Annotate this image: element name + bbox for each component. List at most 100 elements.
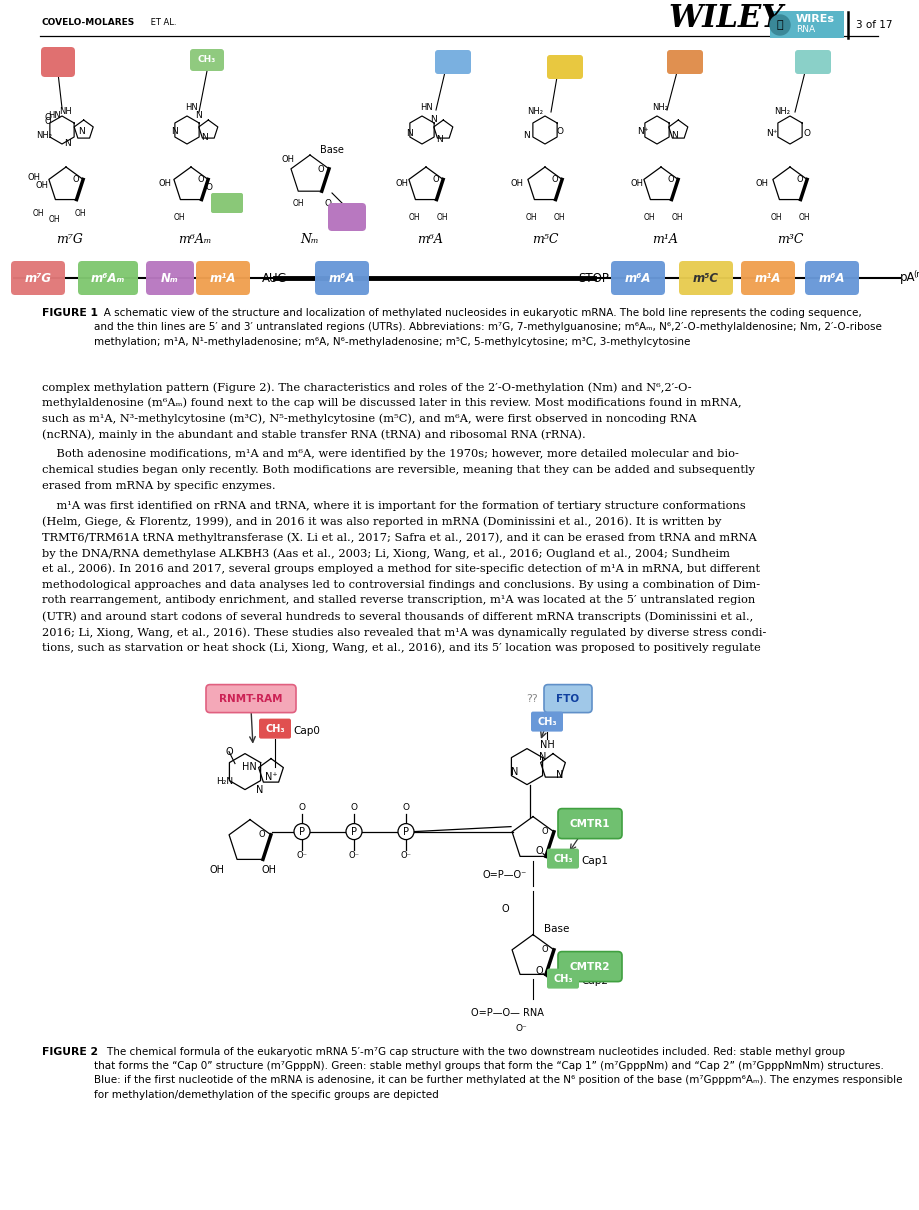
Text: N: N: [172, 127, 178, 137]
FancyBboxPatch shape: [558, 808, 621, 839]
Text: OH: OH: [281, 156, 294, 165]
Text: OH: OH: [525, 213, 536, 221]
Text: OH: OH: [158, 179, 171, 188]
Text: m¹A was first identified on rRNA and tRNA, where it is important for the formati: m¹A was first identified on rRNA and tRN…: [42, 501, 745, 511]
Text: O: O: [541, 828, 548, 836]
FancyBboxPatch shape: [530, 711, 562, 732]
Text: OH: OH: [28, 173, 40, 181]
Text: et al., 2006). In 2016 and 2017, several groups employed a method for site-speci: et al., 2006). In 2016 and 2017, several…: [42, 564, 759, 575]
Text: HN: HN: [420, 104, 433, 113]
Text: FIGURE 1: FIGURE 1: [42, 309, 98, 318]
Text: O: O: [551, 175, 558, 184]
FancyBboxPatch shape: [41, 47, 75, 77]
Text: N⁺: N⁺: [637, 127, 648, 137]
Text: N: N: [201, 133, 208, 143]
Text: O: O: [403, 803, 409, 812]
Text: O: O: [44, 114, 51, 122]
FancyBboxPatch shape: [610, 261, 664, 295]
Text: NH₂: NH₂: [36, 131, 52, 139]
Text: OH: OH: [32, 208, 44, 218]
Text: m⁵C: m⁵C: [531, 234, 558, 246]
Text: N: N: [64, 139, 72, 149]
Text: erased from mRNA by specific enzymes.: erased from mRNA by specific enzymes.: [42, 480, 276, 491]
Text: OH: OH: [395, 179, 408, 188]
Text: m⁶Aₘ: m⁶Aₘ: [178, 234, 211, 246]
Text: 🌐: 🌐: [776, 21, 782, 30]
Text: O: O: [225, 747, 233, 756]
FancyBboxPatch shape: [196, 261, 250, 295]
Text: AUG: AUG: [262, 271, 288, 284]
Text: pA: pA: [899, 271, 914, 284]
Text: OH: OH: [408, 213, 419, 221]
Text: NH: NH: [539, 739, 554, 750]
Text: N: N: [523, 131, 529, 139]
Text: NH₂: NH₂: [773, 108, 789, 116]
Text: HN: HN: [242, 761, 256, 772]
Text: O⁻: O⁻: [515, 1024, 527, 1033]
Text: m⁶A: m⁶A: [624, 271, 651, 284]
Text: P: P: [403, 826, 409, 836]
Text: H₂N: H₂N: [216, 777, 233, 787]
Text: roth rearrangement, antibody enrichment, and stalled reverse transcription, m¹A : roth rearrangement, antibody enrichment,…: [42, 595, 754, 605]
Text: COVELO-MOLARES: COVELO-MOLARES: [42, 18, 135, 27]
Text: CH₃: CH₃: [675, 58, 693, 67]
Text: CMTR2: CMTR2: [569, 962, 609, 972]
Text: O⁻: O⁻: [296, 851, 307, 860]
Text: CH₃: CH₃: [198, 56, 216, 64]
Text: methodological approaches and data analyses led to controversial findings and co: methodological approaches and data analy…: [42, 580, 759, 589]
FancyBboxPatch shape: [328, 203, 366, 231]
Text: NH₂: NH₂: [527, 108, 542, 116]
FancyBboxPatch shape: [543, 685, 591, 713]
Text: m³C: m³C: [776, 234, 802, 246]
FancyBboxPatch shape: [314, 261, 369, 295]
FancyBboxPatch shape: [558, 951, 621, 981]
Text: CH₃: CH₃: [537, 716, 556, 726]
Text: WILEY: WILEY: [667, 2, 782, 34]
Text: OH: OH: [642, 213, 654, 221]
Text: OH: OH: [510, 179, 523, 188]
Text: 3 of 17: 3 of 17: [855, 21, 891, 30]
Text: HN: HN: [49, 111, 62, 121]
Text: O: O: [541, 945, 548, 955]
Text: N: N: [511, 767, 518, 777]
Text: OH: OH: [210, 865, 224, 875]
Text: Cap1: Cap1: [581, 855, 607, 865]
Text: FIGURE 2: FIGURE 2: [42, 1047, 98, 1056]
Circle shape: [294, 824, 310, 840]
Text: Cap0: Cap0: [292, 726, 320, 736]
Text: N⁺: N⁺: [265, 772, 277, 782]
Text: m⁷G: m⁷G: [56, 234, 84, 246]
FancyBboxPatch shape: [740, 261, 794, 295]
Text: methylaldenosine (m⁶Aₘ) found next to the cap will be discussed later in this re: methylaldenosine (m⁶Aₘ) found next to th…: [42, 398, 741, 408]
FancyBboxPatch shape: [78, 261, 138, 295]
Text: m⁶Aₘ: m⁶Aₘ: [91, 271, 125, 284]
Text: O: O: [667, 175, 674, 184]
Text: O: O: [73, 175, 79, 184]
Text: ET AL.: ET AL.: [148, 18, 176, 27]
Text: P: P: [351, 826, 357, 836]
Text: N: N: [256, 784, 264, 795]
Text: O: O: [298, 803, 305, 812]
FancyBboxPatch shape: [206, 685, 296, 713]
Text: STOP: STOP: [578, 271, 608, 284]
Text: CH₃: CH₃: [552, 853, 573, 864]
Text: tions, such as starvation or heat shock (Li, Xiong, Wang, et al., 2016), and its: tions, such as starvation or heat shock …: [42, 643, 760, 653]
Text: CH₃: CH₃: [555, 63, 573, 71]
Text: Nₘ: Nₘ: [161, 271, 178, 284]
Text: Base: Base: [544, 923, 569, 934]
Text: m⁷G: m⁷G: [25, 271, 51, 284]
Text: OH: OH: [436, 213, 448, 221]
Text: O: O: [350, 803, 357, 812]
Text: (UTR) and around start codons of several hundreds to several thousands of differ: (UTR) and around start codons of several…: [42, 611, 753, 622]
Text: O: O: [535, 846, 542, 855]
Text: OH: OH: [48, 215, 60, 225]
Text: OH: OH: [754, 179, 767, 188]
Text: CH₃: CH₃: [803, 58, 822, 67]
Text: O: O: [205, 183, 212, 191]
Text: O: O: [802, 129, 810, 138]
FancyBboxPatch shape: [435, 50, 471, 74]
Text: CMTR1: CMTR1: [569, 819, 609, 829]
FancyBboxPatch shape: [259, 719, 290, 738]
Text: WIREs: WIREs: [795, 15, 834, 24]
FancyBboxPatch shape: [547, 968, 578, 989]
